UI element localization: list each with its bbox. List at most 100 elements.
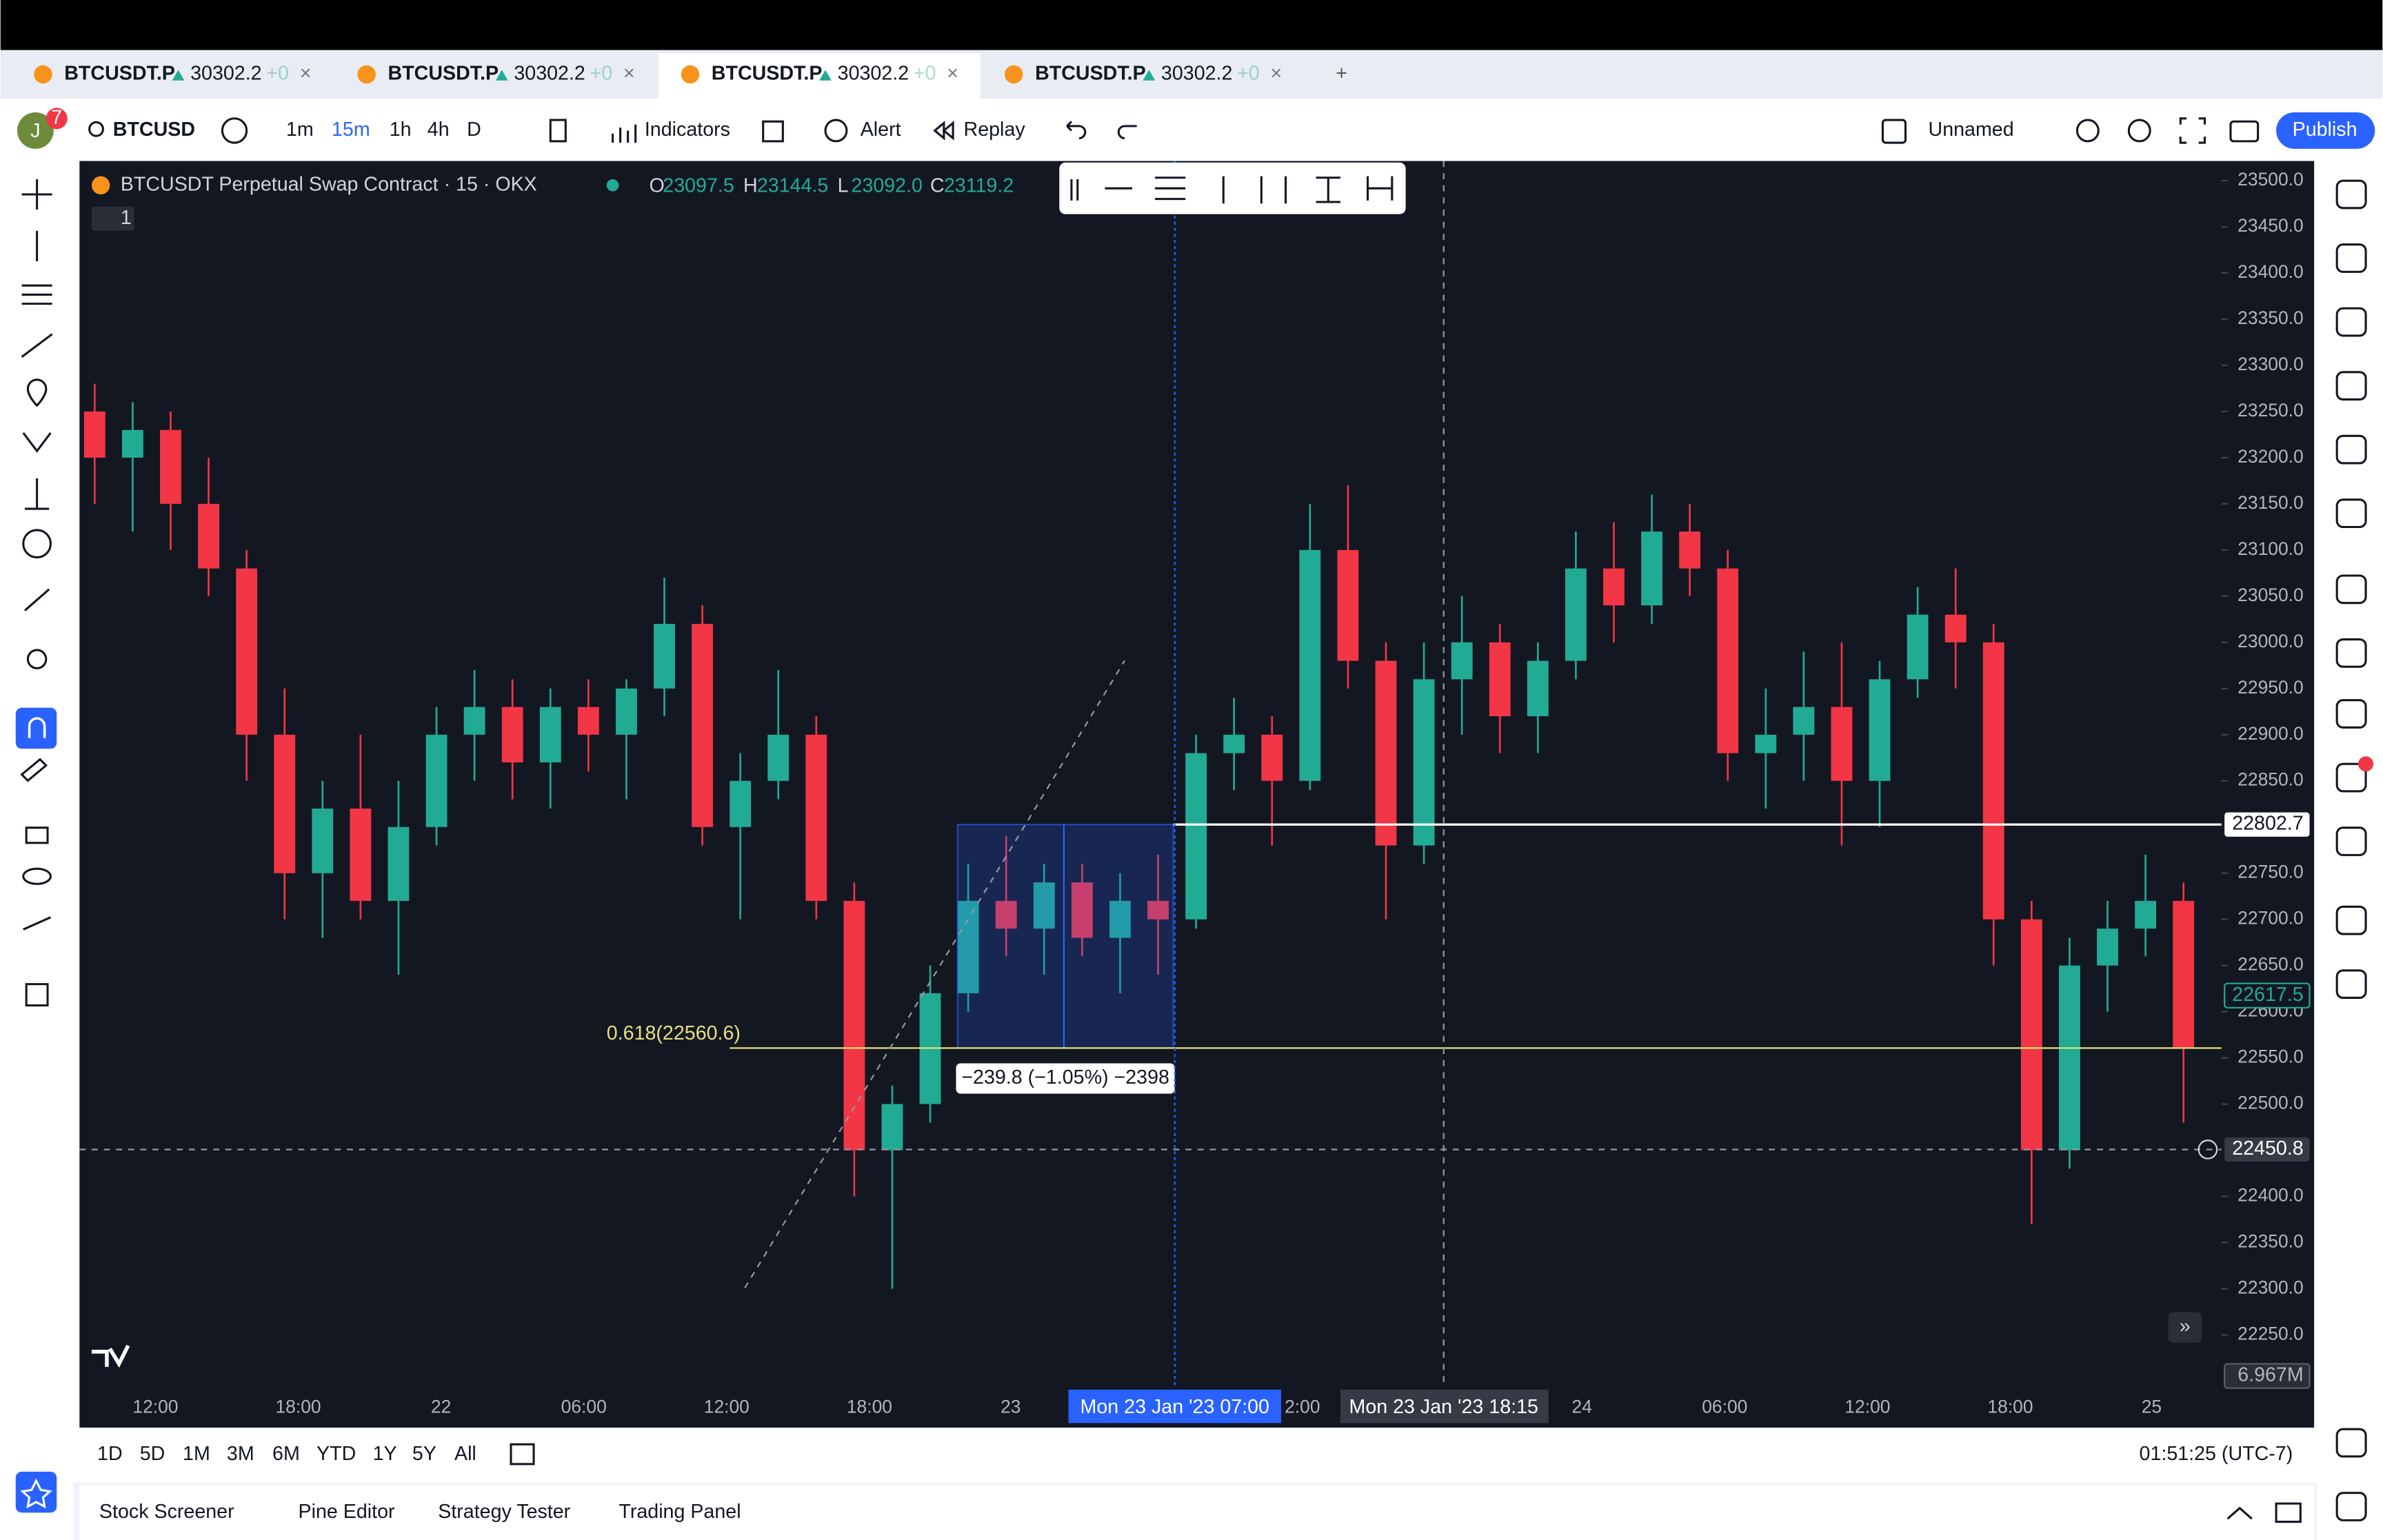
- new-tab[interactable]: +: [1336, 63, 1347, 85]
- range-button[interactable]: YTD: [316, 1443, 356, 1465]
- tab-change: +0: [914, 63, 936, 85]
- scroll-button[interactable]: [2168, 1312, 2202, 1343]
- tab-close[interactable]: ×: [300, 63, 312, 85]
- price-tick-label: 22850.0: [2238, 769, 2304, 790]
- tabs: BTCUSDT.P 30302.2 +0 × BTCUSDT.P 30302.2 +0 × BT…: [34, 53, 1282, 99]
- sidebar-icon[interactable]: [2335, 827, 2367, 856]
- range-button[interactable]: 5D: [140, 1443, 165, 1465]
- tab-close[interactable]: ×: [947, 63, 958, 85]
- avatar[interactable]: [17, 112, 54, 149]
- date-range-icon[interactable]: [510, 1443, 535, 1466]
- range-button[interactable]: 6M: [272, 1443, 300, 1465]
- sidebar-icon[interactable]: [2335, 243, 2367, 273]
- fullscreen[interactable]: [2179, 117, 2206, 144]
- status-bar: [0, 0, 2383, 50]
- bottom-tab[interactable]: Strategy Tester: [438, 1501, 570, 1523]
- candle-body: [463, 707, 485, 735]
- sidebar-icon[interactable]: [2335, 1428, 2367, 1458]
- sidebar-icon[interactable]: [2335, 179, 2367, 210]
- ohlc-label: O: [649, 175, 664, 197]
- time-tick-label: 06:00: [1702, 1396, 1747, 1417]
- sidebar-icon[interactable]: [2335, 638, 2367, 668]
- clock[interactable]: 01:51:25 (UTC-7): [2140, 1443, 2293, 1465]
- time-tick-label: 06:00: [561, 1396, 607, 1417]
- price-tick-label: 22700.0: [2238, 908, 2304, 929]
- legend-collapse[interactable]: [91, 206, 134, 231]
- candle-body: [1717, 568, 1739, 753]
- range-button[interactable]: 5Y: [412, 1443, 436, 1465]
- range-button[interactable]: 3M: [227, 1443, 254, 1465]
- sidebar-icon[interactable]: [2335, 762, 2367, 793]
- indicators-icon: [612, 124, 637, 143]
- tab-price: 30302.2: [838, 63, 909, 85]
- panel-controls[interactable]: [2226, 1502, 2302, 1523]
- left-toolbar: [0, 161, 74, 1540]
- time-tick-label: 12:00: [1844, 1396, 1890, 1417]
- settings[interactable]: [2127, 119, 2151, 143]
- sidebar-icon[interactable]: [2335, 905, 2367, 935]
- bottom-tab[interactable]: Stock Screener: [99, 1501, 234, 1523]
- candle-body: [1641, 531, 1662, 606]
- alert-icon: [824, 119, 848, 143]
- snapshot[interactable]: [2229, 120, 2260, 143]
- symbol-search[interactable]: BTCUSD: [113, 119, 195, 141]
- replay-button[interactable]: Replay: [964, 119, 1026, 141]
- interval[interactable]: 4h: [428, 119, 450, 141]
- layout-icon[interactable]: [1881, 119, 1907, 144]
- price-tick-label: 23200.0: [2238, 446, 2304, 467]
- undo[interactable]: [1066, 121, 1087, 140]
- interval[interactable]: D: [467, 119, 481, 141]
- range-button[interactable]: All: [454, 1443, 476, 1465]
- publish-button[interactable]: [2276, 112, 2375, 149]
- emoji-tool[interactable]: [22, 529, 52, 559]
- sidebar-icon[interactable]: [2335, 969, 2367, 1000]
- sidebar-icon[interactable]: [2335, 699, 2367, 729]
- add-alert[interactable]: [2198, 1139, 2218, 1159]
- crosshair-price-label: 22450.8: [2232, 1137, 2303, 1159]
- sidebar-icon[interactable]: [2335, 574, 2367, 605]
- alert-button[interactable]: Alert: [861, 119, 901, 141]
- interval[interactable]: 1h: [390, 119, 412, 141]
- indicators-button[interactable]: Indicators: [645, 119, 730, 141]
- candle-body: [1755, 734, 1777, 753]
- interval[interactable]: 15m: [332, 119, 370, 141]
- watchlist-star[interactable]: [15, 1471, 57, 1513]
- sidebar-icon[interactable]: [2335, 498, 2367, 529]
- drawing-tools[interactable]: [20, 179, 53, 1007]
- sidebar-icon[interactable]: [2335, 1492, 2367, 1521]
- range-button[interactable]: 1D: [97, 1443, 123, 1465]
- price-line-label-bg: [2224, 812, 2310, 837]
- price-tick-label: 22550.0: [2238, 1046, 2304, 1067]
- bottom-tab[interactable]: Trading Panel: [619, 1501, 741, 1523]
- tab-symbol[interactable]: BTCUSDT.P: [1035, 63, 1146, 85]
- range-button[interactable]: 1M: [183, 1443, 210, 1465]
- tab-symbol[interactable]: BTCUSDT.P: [64, 63, 175, 85]
- avatar-letter: J: [30, 120, 40, 142]
- sidebar-icon[interactable]: [2335, 371, 2367, 401]
- candle-body: [654, 624, 675, 689]
- chart-type-icon[interactable]: [549, 119, 567, 143]
- quick-search[interactable]: [2075, 119, 2100, 143]
- tab-symbol[interactable]: BTCUSDT.P: [388, 63, 499, 85]
- interval[interactable]: 1m: [286, 119, 314, 141]
- compare-icon[interactable]: [221, 117, 248, 144]
- tab-close[interactable]: ×: [1271, 63, 1283, 85]
- sidebar-icon[interactable]: [2335, 307, 2367, 337]
- tab-symbol[interactable]: BTCUSDT.P: [712, 63, 823, 85]
- bottom-tab[interactable]: Pine Editor: [299, 1501, 395, 1523]
- candle-body: [1527, 660, 1549, 716]
- tab-up-arrow: [819, 70, 832, 81]
- drawing-toolbar-icons[interactable]: [1070, 176, 1394, 204]
- range-button[interactable]: 1Y: [373, 1443, 397, 1465]
- candle-body: [350, 808, 372, 901]
- redo[interactable]: [1117, 125, 1137, 140]
- tab-close[interactable]: ×: [623, 63, 635, 85]
- candle-body: [692, 624, 714, 827]
- tab-bar: [0, 50, 2383, 99]
- layout-name[interactable]: Unnamed: [1929, 119, 2014, 141]
- templates-icon[interactable]: [762, 120, 784, 143]
- tab-change: +0: [1237, 63, 1260, 85]
- magnet-active[interactable]: [15, 707, 57, 749]
- sidebar-icon[interactable]: [2335, 434, 2367, 465]
